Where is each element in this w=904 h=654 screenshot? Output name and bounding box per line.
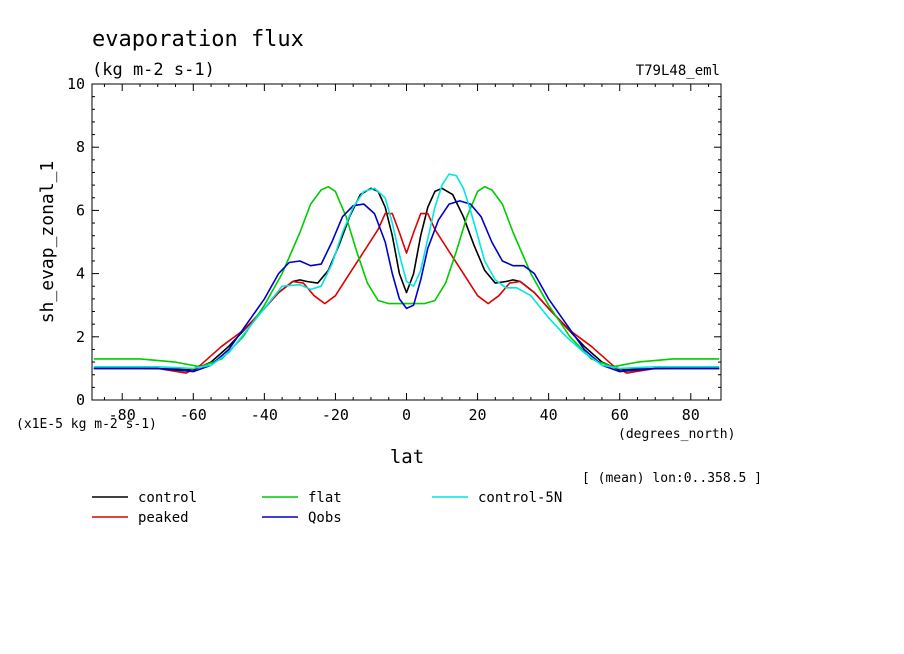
footnote: [ (mean) lon:0..358.5 ] bbox=[582, 471, 762, 486]
x-tick-label: 60 bbox=[611, 406, 629, 424]
legend-label-control: control bbox=[138, 490, 197, 506]
x-tick-label: 0 bbox=[402, 406, 411, 424]
x-tick-label: -80 bbox=[109, 406, 136, 424]
legend-label-peaked: peaked bbox=[138, 510, 189, 526]
x-units-label: (degrees_north) bbox=[618, 427, 735, 442]
y-tick-label: 10 bbox=[67, 75, 85, 93]
y-tick-label: 0 bbox=[76, 391, 85, 409]
x-tick-label: -60 bbox=[180, 406, 207, 424]
y-tick-label: 4 bbox=[76, 265, 85, 283]
series-line-control-5n bbox=[93, 173, 720, 370]
y-tick-label: 6 bbox=[76, 201, 85, 219]
series-line-flat bbox=[93, 185, 720, 368]
chart-subtitle: (kg m-2 s-1) bbox=[92, 60, 215, 80]
x-tick-label: 20 bbox=[469, 406, 487, 424]
legend: control peaked flat Qobs control-5N bbox=[92, 490, 562, 526]
x-tick-label: -40 bbox=[251, 406, 278, 424]
x-tick-label: -20 bbox=[322, 406, 349, 424]
legend-label-flat: flat bbox=[308, 490, 342, 506]
chart-title: evaporation flux bbox=[92, 27, 304, 52]
x-tick-label: 40 bbox=[540, 406, 558, 424]
x-tick-label: 80 bbox=[682, 406, 700, 424]
y-units-label: (x1E-5 kg m-2 s-1) bbox=[16, 417, 157, 432]
plot-area: -80 -60 -40 -20 0 20 40 60 80 0 2 4 6 8 10 bbox=[67, 75, 721, 424]
legend-label-qobs: Qobs bbox=[308, 510, 342, 526]
run-label: T79L48_eml bbox=[636, 63, 720, 79]
legend-label-control-5n: control-5N bbox=[478, 490, 562, 506]
series-line-qobs bbox=[93, 200, 720, 373]
y-tick-label: 8 bbox=[76, 138, 85, 156]
y-axis-label: sh_evap_zonal_1 bbox=[37, 161, 58, 324]
x-axis-label: lat bbox=[390, 446, 424, 468]
y-tick-label: 2 bbox=[76, 328, 85, 346]
plot-frame bbox=[91, 83, 722, 401]
